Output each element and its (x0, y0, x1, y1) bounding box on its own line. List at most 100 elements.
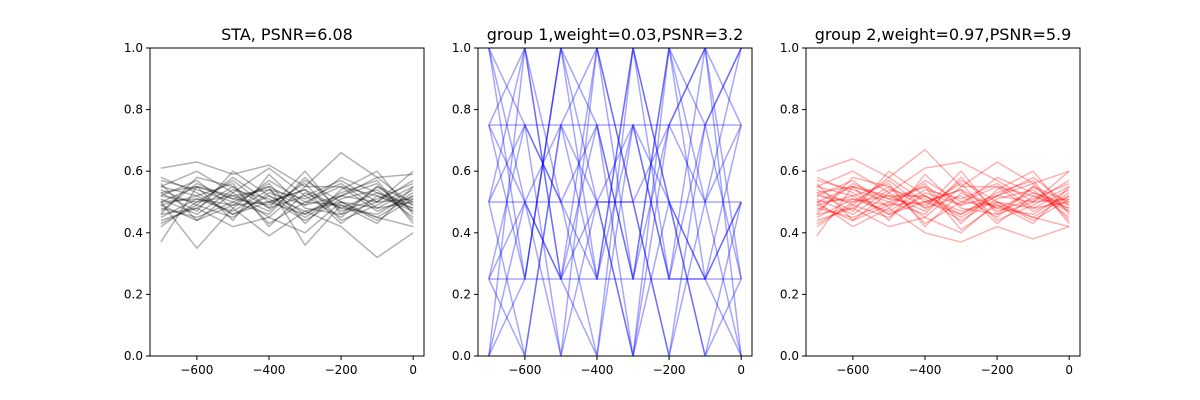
series-line-14 (816, 182, 1070, 228)
x-tick-label: 0 (409, 363, 417, 377)
y-tick-label: 0.4 (780, 226, 799, 240)
series-line-8 (816, 176, 1070, 225)
x-tick-label: −400 (908, 363, 941, 377)
series-line-18 (816, 182, 1070, 219)
series-line-5 (488, 48, 742, 356)
series-line-5 (816, 201, 1070, 234)
y-tick-label: 0.6 (452, 164, 471, 178)
x-tick-label: 0 (737, 363, 745, 377)
x-tick-label: −600 (180, 363, 213, 377)
series-line-22 (816, 185, 1070, 222)
series-line-17 (488, 48, 742, 203)
series-line-18 (160, 182, 414, 219)
series-line-11 (488, 48, 742, 356)
panel-group-1: group 1,weight=0.03,PSNR=3.2 0.0 0.2 0.4 0.… (452, 25, 753, 377)
series-line-20 (816, 176, 1070, 225)
series-line-9 (488, 48, 742, 356)
series-line-10 (816, 170, 1070, 222)
y-tick-label: 1.0 (124, 41, 143, 55)
series-line-24 (816, 185, 1070, 219)
series-line-26 (816, 188, 1070, 209)
series-line-21 (160, 179, 414, 219)
series-line-12 (160, 179, 414, 228)
series-line-23 (160, 185, 414, 216)
trace-group (816, 148, 1070, 243)
panel-title: group 2,weight=0.97,PSNR=5.9 (815, 25, 1072, 44)
series-line-16 (488, 48, 742, 356)
series-line-20 (160, 176, 414, 225)
x-tick-label: 0 (1065, 363, 1073, 377)
series-line-16 (160, 182, 414, 222)
trace-group (160, 151, 414, 259)
series-line-10 (160, 170, 414, 222)
series-line-25 (816, 185, 1070, 206)
series-line-11 (816, 173, 1070, 222)
y-tick-label: 0.2 (452, 287, 471, 301)
series-line-2 (160, 176, 414, 243)
y-tick-label: 0.2 (780, 287, 799, 301)
x-tick-label: −200 (981, 363, 1014, 377)
series-line-14 (488, 48, 742, 280)
series-line-19 (816, 176, 1070, 216)
series-line-21 (816, 179, 1070, 219)
series-line-13 (488, 124, 742, 356)
series-line-1 (160, 151, 414, 188)
y-tick-label: 0.0 (780, 349, 799, 363)
series-line-7 (488, 48, 742, 356)
y-tick-label: 0.4 (452, 226, 471, 240)
series-line-26 (160, 188, 414, 209)
series-line-22 (160, 185, 414, 222)
series-line-5 (160, 201, 414, 234)
y-tick-label: 0.6 (124, 164, 143, 178)
x-tick-label: −200 (653, 363, 686, 377)
y-tick-label: 0.8 (780, 103, 799, 117)
panel-sta: STA, PSNR=6.08 0.0 0.2 0.4 0.6 0.8 1.0 −600 −40… (124, 25, 425, 377)
series-line-1 (816, 148, 1070, 188)
series-line-16 (816, 182, 1070, 222)
series-line-7 (160, 185, 414, 246)
axes-frame (477, 47, 753, 357)
series-line-19 (160, 176, 414, 216)
series-line-10 (488, 48, 742, 356)
series-line-13 (160, 170, 414, 225)
panel-title: STA, PSNR=6.08 (221, 25, 353, 44)
series-line-24 (160, 185, 414, 219)
series-line-8 (488, 124, 742, 356)
series-line-4 (816, 161, 1070, 203)
series-line-15 (160, 176, 414, 219)
trace-group (488, 48, 742, 356)
series-line-25 (160, 185, 414, 206)
series-line-3 (816, 201, 1070, 243)
series-line-13 (816, 170, 1070, 225)
panel-title: group 1,weight=0.03,PSNR=3.2 (487, 25, 744, 44)
y-tick-label: 1.0 (780, 41, 799, 55)
series-line-15 (816, 176, 1070, 219)
series-line-14 (160, 182, 414, 228)
x-tick-label: −600 (508, 363, 541, 377)
series-line-4 (488, 48, 742, 356)
y-tick-label: 0.4 (124, 226, 143, 240)
series-line-15 (488, 48, 742, 356)
series-line-6 (816, 170, 1070, 216)
y-tick-label: 0.0 (452, 349, 471, 363)
y-tick-label: 0.2 (124, 287, 143, 301)
panel-group-2: group 2,weight=0.97,PSNR=5.9 0.0 0.2 0.4 0.… (780, 25, 1081, 377)
series-line-6 (488, 48, 742, 356)
axes-frame (149, 47, 425, 357)
series-line-11 (160, 173, 414, 222)
x-tick-label: −400 (580, 363, 613, 377)
series-line-17 (816, 188, 1070, 222)
axes-frame (805, 47, 1081, 357)
series-line-18 (488, 201, 742, 356)
x-tick-label: −600 (836, 363, 869, 377)
x-tick-label: −200 (325, 363, 358, 377)
series-line-4 (160, 167, 414, 203)
series-line-17 (160, 188, 414, 222)
series-line-8 (160, 176, 414, 225)
series-line-2 (816, 176, 1070, 237)
series-line-12 (488, 48, 742, 356)
x-tick-label: −400 (252, 363, 285, 377)
series-line-6 (160, 170, 414, 216)
